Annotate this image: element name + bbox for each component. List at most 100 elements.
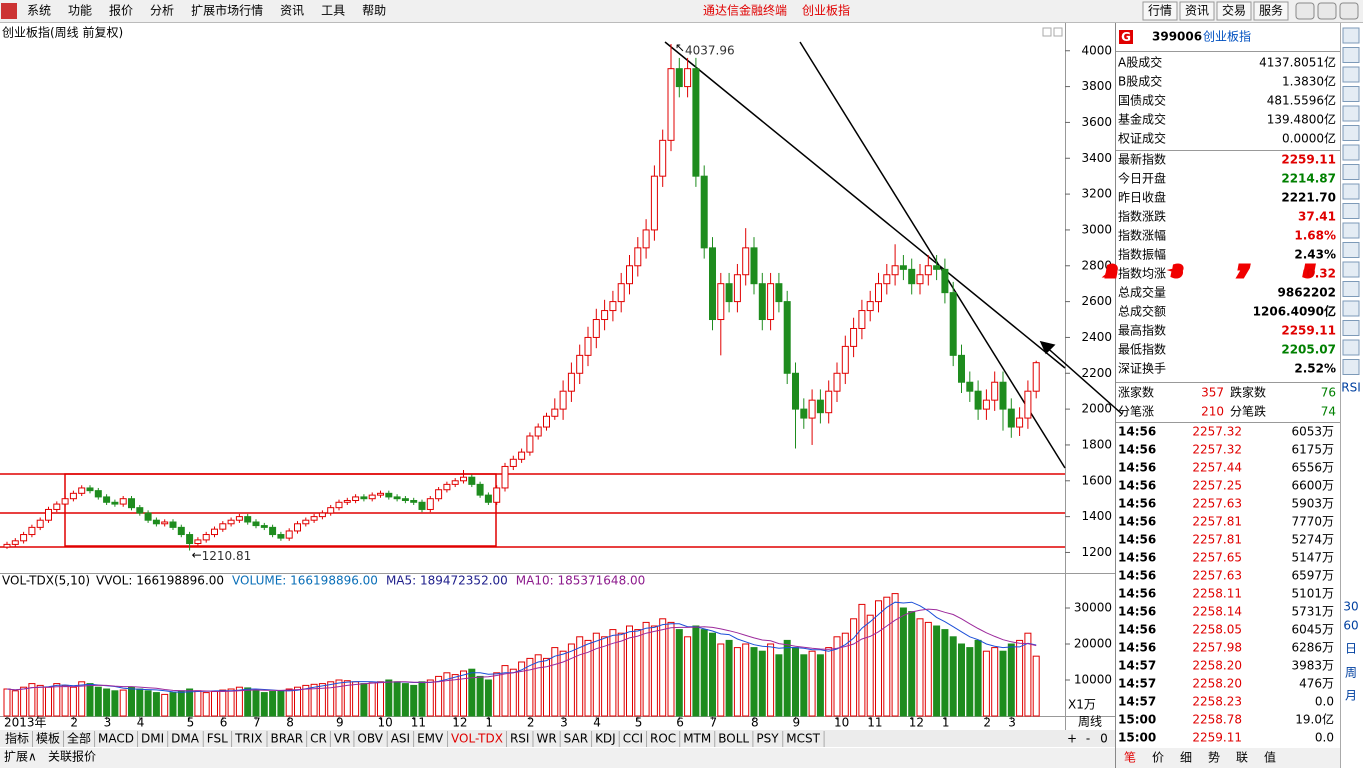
toolbar-icon[interactable] bbox=[1342, 183, 1360, 200]
side-tab[interactable]: 价 bbox=[1152, 751, 1164, 765]
window-control[interactable] bbox=[1317, 2, 1337, 20]
indicator-tab[interactable]: VR bbox=[334, 732, 351, 746]
volume-bar bbox=[717, 643, 725, 717]
toolbar-icon[interactable] bbox=[1342, 144, 1360, 161]
candle-body bbox=[518, 451, 526, 460]
indicator-tab[interactable]: ASI bbox=[391, 732, 410, 746]
indicator-tab[interactable]: DMA bbox=[171, 732, 200, 746]
quote-value: 481.5596亿 bbox=[1267, 93, 1336, 108]
status-tab[interactable]: 关联报价 bbox=[48, 749, 96, 764]
toolbar-icon[interactable] bbox=[1342, 222, 1360, 239]
indicator-tab[interactable]: VOL-TDX bbox=[451, 732, 503, 746]
indicator-tab[interactable]: BRAR bbox=[271, 732, 304, 746]
indicator-tab[interactable]: KDJ bbox=[595, 732, 616, 746]
top-button[interactable] bbox=[1216, 1, 1252, 21]
top-button[interactable] bbox=[1142, 1, 1178, 21]
toolbar-label[interactable]: 月 bbox=[1345, 689, 1357, 703]
side-tab[interactable]: 值 bbox=[1264, 750, 1276, 765]
menu-item[interactable]: 分析 bbox=[150, 4, 174, 18]
toolbar-icon[interactable] bbox=[1342, 320, 1360, 336]
side-tab[interactable]: 笔 bbox=[1124, 750, 1136, 765]
volume-bar bbox=[825, 647, 833, 717]
indicator-tab[interactable]: 指标 bbox=[5, 731, 29, 746]
toolbar-label[interactable]: 60 bbox=[1343, 619, 1358, 633]
indicator-tab[interactable]: DMI bbox=[141, 732, 164, 746]
indicator-tab[interactable]: MACD bbox=[98, 732, 134, 746]
pane-button[interactable] bbox=[1042, 27, 1052, 37]
quote-value: 2214.87 bbox=[1281, 172, 1336, 186]
toolbar-icon[interactable] bbox=[1342, 27, 1360, 44]
x-tick-label: 1 bbox=[942, 716, 950, 730]
window-control[interactable] bbox=[1295, 2, 1315, 20]
indicator-tab[interactable]: BOLL bbox=[718, 732, 749, 746]
toolbar-icon[interactable] bbox=[1342, 105, 1360, 122]
side-tab[interactable]: 势 bbox=[1208, 751, 1220, 765]
x-tick-label: 8 bbox=[751, 716, 759, 730]
toolbar-icon[interactable] bbox=[1342, 203, 1360, 219]
indicator-tab[interactable]: PSY bbox=[756, 732, 779, 746]
zoom-button[interactable]: - bbox=[1086, 732, 1090, 746]
toolbar-icon[interactable] bbox=[1342, 300, 1360, 317]
toolbar-label[interactable]: 日 bbox=[1345, 642, 1357, 656]
toolbar-icon[interactable] bbox=[1342, 281, 1360, 297]
toolbar-label[interactable]: 30 bbox=[1343, 600, 1358, 614]
top-button-label[interactable]: 服务 bbox=[1259, 3, 1283, 18]
toolbar-icon[interactable] bbox=[1342, 359, 1360, 375]
toolbar-icon[interactable] bbox=[1342, 242, 1360, 258]
toolbar-icon[interactable] bbox=[1342, 164, 1360, 180]
candle-body bbox=[318, 512, 326, 518]
indicator-tab[interactable]: WR bbox=[536, 732, 556, 746]
indicator-tab[interactable]: MCST bbox=[786, 732, 820, 746]
toolbar-icon[interactable] bbox=[1342, 261, 1360, 278]
breadth-value: 210 bbox=[1201, 405, 1224, 419]
candle-body bbox=[800, 408, 808, 419]
top-button-label[interactable]: 行情 bbox=[1148, 4, 1172, 18]
volume-bar bbox=[675, 629, 683, 717]
volume-bar bbox=[941, 629, 949, 717]
pane-button[interactable] bbox=[1053, 27, 1063, 37]
candle-body bbox=[426, 498, 434, 510]
toolbar-icon[interactable] bbox=[1342, 125, 1360, 141]
indicator-tab[interactable]: MTM bbox=[683, 732, 711, 746]
side-tab[interactable]: 细 bbox=[1180, 751, 1192, 765]
indicator-tab[interactable]: EMV bbox=[417, 732, 444, 746]
indicator-tab[interactable]: CCI bbox=[623, 732, 643, 746]
menu-item[interactable]: 报价 bbox=[109, 3, 133, 18]
volume-bar bbox=[775, 654, 783, 717]
zoom-button[interactable]: + bbox=[1067, 732, 1077, 746]
volume-bar bbox=[1032, 655, 1040, 717]
indicator-tab[interactable]: 全部 bbox=[67, 731, 91, 746]
indicator-tab[interactable]: TRIX bbox=[234, 732, 262, 746]
menu-item[interactable]: 扩展市场行情 bbox=[191, 3, 263, 18]
indicator-tab[interactable]: RSI bbox=[510, 732, 530, 746]
window-control[interactable] bbox=[1339, 2, 1359, 20]
toolbar-icon[interactable] bbox=[1342, 47, 1360, 63]
menu-item[interactable]: 系统 bbox=[27, 4, 51, 18]
indicator-tab[interactable]: 模板 bbox=[36, 732, 60, 746]
top-button[interactable] bbox=[1179, 1, 1215, 21]
candle-body bbox=[260, 525, 268, 528]
volume-bar bbox=[318, 683, 326, 717]
menu-item[interactable]: 工具 bbox=[321, 4, 345, 18]
side-tab[interactable]: 联 bbox=[1236, 751, 1248, 765]
indicator-tab[interactable]: SAR bbox=[564, 732, 588, 746]
status-tab[interactable]: 扩展∧ bbox=[4, 750, 37, 764]
toolbar-label[interactable]: 周 bbox=[1345, 666, 1357, 680]
top-button-label[interactable]: 交易 bbox=[1222, 3, 1246, 18]
indicator-tab[interactable]: ROC bbox=[650, 732, 676, 746]
indicator-tab[interactable]: FSL bbox=[207, 732, 228, 746]
zoom-button[interactable]: 0 bbox=[1100, 732, 1108, 746]
top-button-label[interactable]: 资讯 bbox=[1185, 4, 1209, 18]
volume-bar bbox=[69, 686, 77, 717]
toolbar-icon[interactable] bbox=[1342, 339, 1360, 356]
indicator-tab[interactable]: OBV bbox=[357, 732, 383, 746]
toolbar-icon[interactable] bbox=[1342, 86, 1360, 102]
menu-item[interactable]: 功能 bbox=[68, 4, 92, 18]
toolbar-label[interactable]: RSI bbox=[1341, 381, 1361, 395]
tick-volume: 6045万 bbox=[1291, 623, 1334, 637]
top-button[interactable] bbox=[1253, 1, 1289, 21]
menu-item[interactable]: 帮助 bbox=[362, 4, 386, 18]
menu-item[interactable]: 资讯 bbox=[280, 4, 304, 18]
toolbar-icon[interactable] bbox=[1342, 66, 1360, 83]
indicator-tab[interactable]: CR bbox=[310, 732, 327, 746]
